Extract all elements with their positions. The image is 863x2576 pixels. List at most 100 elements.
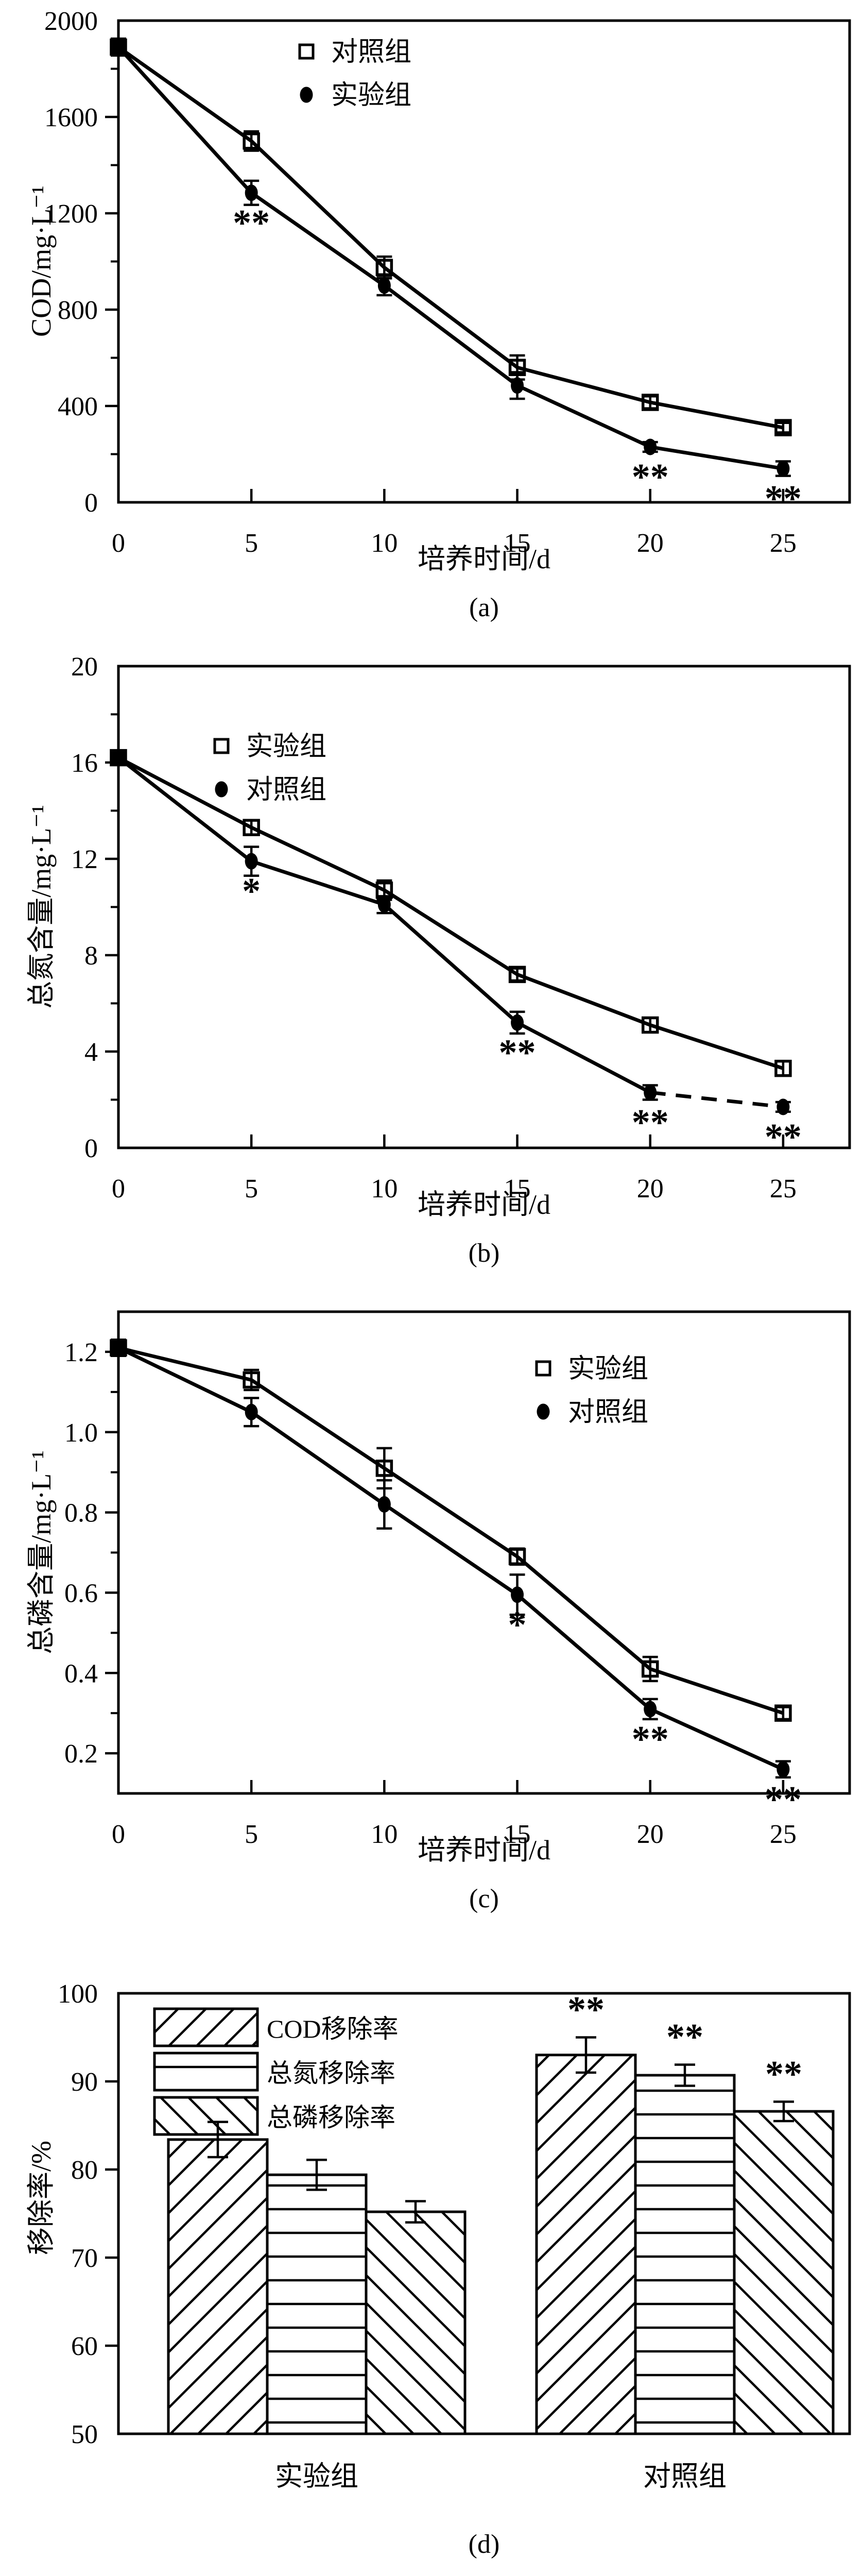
category-label: 对照组 (643, 2461, 727, 2492)
y-axis-tick-label: 20 (71, 652, 98, 682)
legend-item-filled-circle: 实验组 (300, 81, 411, 110)
x-axis-tick-label: 15 (504, 529, 531, 558)
data-point-circle (377, 277, 391, 294)
legend-item-filled-circle: 对照组 (215, 775, 326, 805)
series-对照组: ***** ** (111, 750, 802, 1158)
data-point-square (774, 1059, 792, 1077)
data-point-square (375, 1460, 393, 1477)
data-point-circle (644, 438, 657, 455)
y-axis-tick-label: 1.0 (64, 1418, 98, 1448)
data-point-square (641, 394, 659, 411)
legend-label: COD移除率 (267, 2014, 399, 2043)
data-point-square (641, 1660, 659, 1678)
series-line-solid (117, 756, 651, 1094)
x-axis-tick-label: 10 (371, 1174, 398, 1204)
category-label: 实验组 (275, 2461, 358, 2492)
legend-circle-marker-icon (215, 781, 228, 798)
data-point-circle (245, 1403, 258, 1420)
series-对照组 (110, 37, 792, 436)
legend-item-fwd-hatch: COD移除率 (153, 2007, 399, 2047)
series-实验组: ** ** ** (111, 37, 802, 519)
y-axis-tick-label: 0.2 (64, 1739, 98, 1769)
significance-marker: ** (632, 1718, 669, 1759)
bar-总氮移除率-对照组 (634, 2074, 736, 2435)
y-axis-tick-label: 1.2 (64, 1338, 98, 1367)
x-axis-tick-label: 25 (770, 529, 797, 558)
data-point-square (774, 1704, 792, 1722)
x-axis-tick-label: 10 (371, 529, 398, 558)
legend-label: 总磷移除率 (267, 2103, 395, 2132)
legend-square-marker-icon (535, 1360, 551, 1377)
bar-chart-d: 50 60 70 80 90 100 实验组 对照组 ** ** ** COD移除率总氮移除率总磷移除… (58, 1979, 851, 2492)
x-axis-tick-label: 20 (637, 1820, 664, 1849)
significance-marker: * (508, 1604, 527, 1645)
data-point-circle (644, 1084, 657, 1101)
legend-label: 对照组 (331, 38, 411, 67)
legend-item-open-square: 实验组 (213, 732, 326, 761)
legend-square-marker-icon (213, 738, 230, 754)
error-bar (576, 2036, 596, 2074)
y-axis-tick-label: 8 (84, 941, 98, 971)
plot-frame (117, 19, 851, 504)
x-axis-tick-label: 15 (504, 1174, 531, 1204)
y-axis-tick-label: 50 (71, 2420, 98, 2449)
y-axis-tick-label: 12 (71, 845, 98, 874)
data-point-circle (511, 1586, 524, 1603)
x-axis-tick-label: 0 (112, 1820, 125, 1849)
x-axis-tick-label: 20 (637, 529, 664, 558)
x-axis-tick-label: 20 (637, 1174, 664, 1204)
panel-b: 总氮含量/mg·L⁻¹ 0 4 8 12 16 20 0 5 10 15 20 25 实验组 对照组 * **… (0, 646, 863, 1291)
y-axis-tick-label: 60 (71, 2332, 98, 2361)
significance-marker: ** (765, 1116, 802, 1158)
series-line-solid (117, 1346, 784, 1771)
y-axis-tick-label: 0.8 (64, 1499, 98, 1528)
significance-marker: ** (765, 478, 802, 519)
y-axis-tick-label: 4 (84, 1038, 98, 1067)
series-line-solid (117, 756, 784, 1071)
x-axis-tick-label: 15 (504, 1820, 531, 1849)
y-axis-tick-label: 0 (84, 1134, 98, 1163)
legend-item-back-hatch: 总磷移除率 (153, 2096, 395, 2136)
legend-label: 实验组 (568, 1354, 648, 1384)
data-point-circle (511, 377, 524, 394)
legend-label: 对照组 (246, 775, 326, 805)
data-point-circle (776, 460, 790, 477)
data-point-circle (776, 1098, 790, 1115)
significance-marker: ** (233, 202, 270, 243)
legend-hatch-swatch-icon (153, 2007, 259, 2047)
x-axis-tick-label: 5 (245, 1820, 258, 1849)
legend-label: 总氮移除率 (267, 2059, 395, 2088)
significance-marker: ** (499, 1032, 536, 1073)
legend-square-marker-icon (298, 43, 315, 60)
bar-总磷移除率-实验组 (365, 2210, 467, 2435)
error-bar (675, 2063, 695, 2087)
y-axis-tick-label: 70 (71, 2244, 98, 2273)
y-axis-tick-label: 16 (71, 749, 98, 778)
x-axis-title-c: 培养时间/d (417, 1835, 550, 1866)
panel-caption-b: (b) (468, 1239, 500, 1268)
series-实验组 (110, 749, 792, 1077)
series-line-solid (118, 1346, 784, 1715)
bar-总氮移除率-实验组 (266, 2173, 368, 2435)
data-point-square (641, 1016, 659, 1034)
y-axis-tick-label: 0 (84, 488, 98, 518)
data-point-square (243, 132, 260, 150)
error-bar (773, 2100, 794, 2123)
error-bar (405, 2200, 426, 2224)
removal-rate-bar-chart: 50 60 70 80 90 100 实验组 对照组 ** ** ** COD移除率总氮移除率总磷移除… (58, 1979, 851, 2492)
panel-a: COD/mg·L⁻¹ 0 400 800 1200 1600 2000 0 5 10 15 20 25… (0, 0, 863, 646)
data-point-square (774, 419, 792, 436)
y-axis-tick-label: 800 (58, 296, 98, 325)
data-point-square (508, 1548, 526, 1566)
legend-label: 对照组 (568, 1398, 648, 1427)
bar-COD移除率-实验组 (167, 2138, 269, 2435)
data-point-circle (644, 1701, 657, 1718)
legend-label: 实验组 (331, 81, 411, 110)
series-line-solid (117, 46, 784, 471)
panel-c: 总磷含量/mg·L⁻¹ 0.2 0.4 0.6 0.8 1.0 1.2 0 5 10 15 20 25… (0, 1291, 863, 1937)
